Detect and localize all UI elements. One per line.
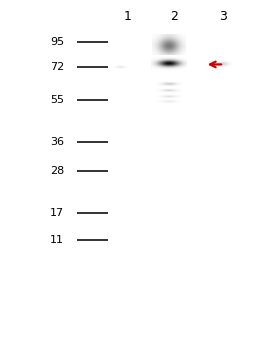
- Text: 11: 11: [50, 235, 64, 245]
- Text: 17: 17: [50, 208, 64, 218]
- Text: 3: 3: [219, 10, 227, 23]
- Text: 95: 95: [50, 38, 64, 47]
- Text: 1: 1: [124, 10, 132, 23]
- Text: 55: 55: [50, 95, 64, 105]
- Text: 72: 72: [50, 62, 64, 72]
- Text: 36: 36: [50, 137, 64, 147]
- Text: 2: 2: [170, 10, 178, 23]
- Text: 28: 28: [50, 166, 64, 176]
